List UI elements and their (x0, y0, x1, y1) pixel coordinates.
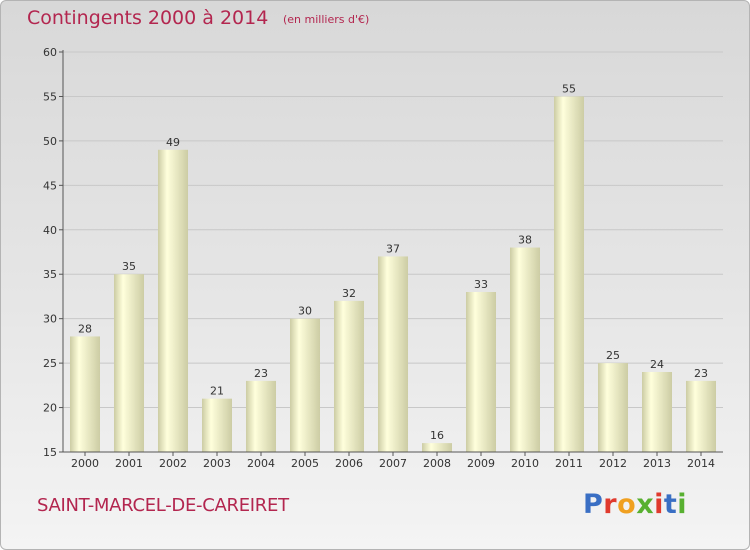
axes (59, 50, 723, 456)
bar (642, 372, 672, 452)
bars (70, 96, 716, 452)
bar (686, 380, 716, 452)
data-label: 16 (430, 429, 444, 442)
bar (422, 443, 452, 452)
bar (70, 336, 100, 452)
data-label: 23 (254, 367, 268, 380)
bar (510, 247, 540, 452)
x-tick-label: 2005 (291, 457, 319, 470)
y-tick-label: 20 (43, 402, 57, 415)
bar (114, 274, 144, 452)
data-label: 32 (342, 287, 356, 300)
y-tick-label: 60 (43, 46, 57, 59)
chart-title: Contingents 2000 à 2014 (27, 7, 269, 29)
y-tick-label: 45 (43, 179, 57, 192)
logo-letter: P (583, 489, 604, 520)
y-tick-label: 30 (43, 313, 57, 326)
logo-letter: r (603, 489, 618, 520)
x-tick-label: 2004 (247, 457, 275, 470)
x-tick-label: 2014 (687, 457, 715, 470)
data-label: 25 (606, 349, 620, 362)
y-tick-label: 15 (43, 446, 57, 459)
x-tick-label: 2006 (335, 457, 363, 470)
data-label: 21 (210, 385, 224, 398)
data-label: 24 (650, 358, 664, 371)
x-tick-label: 2007 (379, 457, 407, 470)
x-tick-label: 2008 (423, 457, 451, 470)
bar (202, 398, 232, 452)
data-label: 38 (518, 234, 532, 247)
bar (290, 318, 320, 452)
logo-letter: o (617, 489, 637, 520)
labels: 15 20 25 30 35 40 45 50 55 60 28 2000 35 2001 49 2002 21… (43, 46, 715, 470)
x-tick-label: 2009 (467, 457, 495, 470)
logo-letter: i (677, 489, 688, 520)
chart-subtitle: (en milliers d'€) (283, 13, 370, 26)
x-tick-label: 2010 (511, 457, 539, 470)
x-tick-label: 2011 (555, 457, 583, 470)
y-tick-label: 35 (43, 268, 57, 281)
data-label: 35 (122, 260, 136, 273)
x-tick-label: 2013 (643, 457, 671, 470)
bar (466, 292, 496, 452)
y-tick-label: 40 (43, 224, 57, 237)
x-tick-label: 2003 (203, 457, 231, 470)
y-tick-label: 50 (43, 135, 57, 148)
data-label: 30 (298, 305, 312, 318)
x-tick-label: 2000 (71, 457, 99, 470)
logo-letter: t (663, 489, 678, 520)
data-label: 23 (694, 367, 708, 380)
bar (246, 380, 276, 452)
x-tick-label: 2012 (599, 457, 627, 470)
logo-letter: x (636, 489, 655, 520)
bar (158, 149, 188, 452)
y-tick-label: 25 (43, 357, 57, 370)
x-tick-label: 2002 (159, 457, 187, 470)
x-tick-label: 2001 (115, 457, 143, 470)
data-label: 49 (166, 136, 180, 149)
logo-letter: i (654, 489, 664, 520)
data-label: 37 (386, 242, 400, 255)
data-label: 55 (562, 82, 576, 95)
y-tick-label: 55 (43, 90, 57, 103)
bar (554, 96, 584, 452)
proxiti-logo: Proxiti (583, 489, 687, 520)
data-label: 28 (78, 322, 92, 335)
bar (598, 363, 628, 452)
bar (334, 300, 364, 452)
data-label: 33 (474, 278, 488, 291)
bar (378, 256, 408, 452)
commune-name: SAINT-MARCEL-DE-CAREIRET (37, 495, 289, 516)
